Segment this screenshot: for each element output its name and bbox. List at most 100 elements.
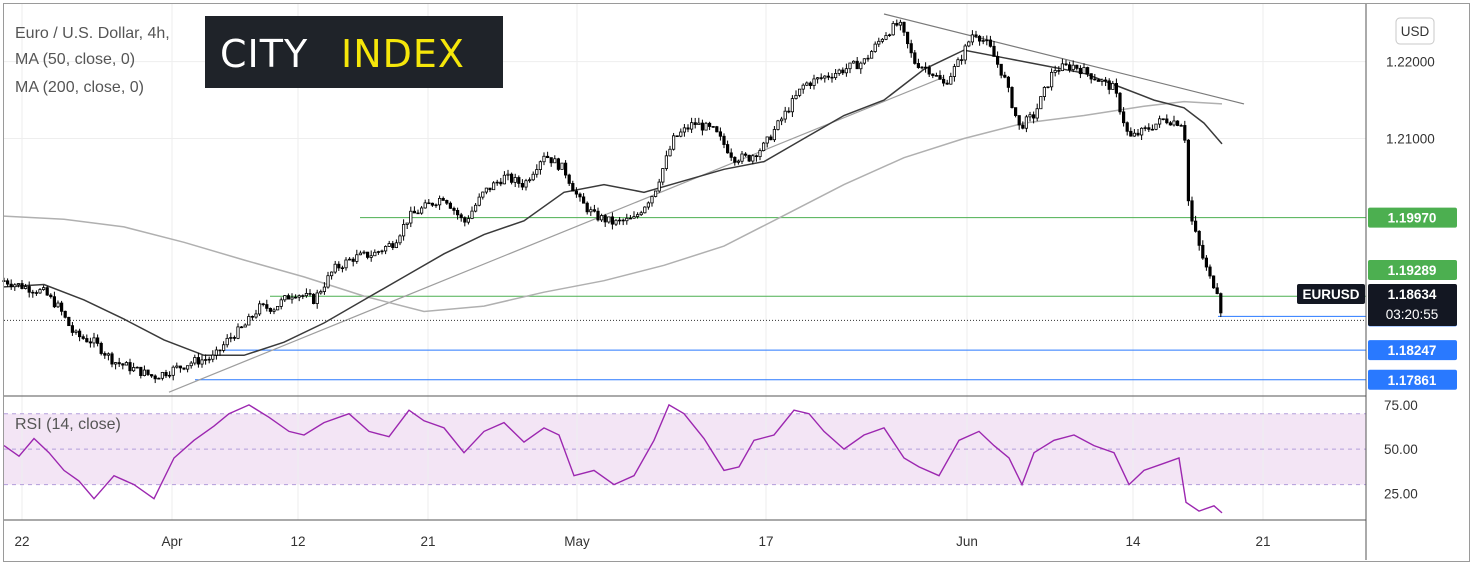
candle-body bbox=[326, 275, 330, 288]
candle-body bbox=[92, 337, 96, 344]
candle bbox=[412, 206, 417, 214]
candle-body bbox=[711, 126, 715, 128]
candle bbox=[153, 374, 157, 384]
candle bbox=[182, 367, 186, 371]
candle bbox=[1064, 59, 1068, 66]
candle bbox=[394, 239, 399, 249]
candle-body bbox=[909, 43, 913, 54]
candle bbox=[852, 60, 856, 64]
candle-body bbox=[618, 219, 622, 222]
candle bbox=[654, 190, 658, 198]
candle-body bbox=[776, 120, 780, 130]
ma200-line bbox=[3, 100, 1223, 313]
candle-body bbox=[412, 210, 417, 214]
candle bbox=[484, 187, 489, 195]
currency-button-label[interactable]: USD bbox=[1401, 24, 1430, 39]
candle-body bbox=[1219, 293, 1223, 314]
candle-body bbox=[355, 254, 359, 262]
candle-body bbox=[880, 38, 885, 42]
candle bbox=[805, 81, 809, 87]
currency-button-frame[interactable] bbox=[1395, 17, 1435, 45]
candle bbox=[1172, 115, 1176, 127]
candle-body bbox=[632, 216, 636, 219]
candle bbox=[632, 211, 636, 219]
candle bbox=[1140, 127, 1144, 140]
candle bbox=[776, 119, 780, 131]
candle bbox=[531, 171, 535, 182]
candle-body bbox=[466, 218, 471, 223]
candle bbox=[459, 212, 463, 222]
candle bbox=[279, 297, 283, 310]
candle-body bbox=[902, 21, 906, 33]
candle bbox=[1114, 78, 1118, 98]
candle-body bbox=[315, 292, 319, 304]
candle bbox=[380, 249, 384, 255]
candle bbox=[884, 32, 888, 41]
candle bbox=[920, 66, 924, 70]
candle-body bbox=[1075, 64, 1079, 69]
candle-body bbox=[167, 374, 172, 377]
candle-body bbox=[610, 216, 615, 225]
candle bbox=[560, 162, 564, 170]
candle bbox=[801, 83, 805, 94]
candle-body bbox=[96, 337, 100, 344]
candle-body bbox=[970, 34, 975, 43]
candle bbox=[1010, 86, 1014, 109]
candle bbox=[1035, 103, 1039, 122]
candle bbox=[20, 279, 24, 290]
ma200-legend: MA (200, close, 0) bbox=[15, 79, 144, 96]
candle-body bbox=[135, 366, 139, 369]
candle bbox=[88, 337, 92, 348]
candle bbox=[135, 366, 139, 369]
candle bbox=[283, 295, 287, 303]
candle bbox=[1154, 123, 1158, 131]
candle-body bbox=[16, 283, 21, 286]
candle-body bbox=[445, 200, 449, 204]
candle-body bbox=[142, 369, 146, 376]
candle bbox=[690, 117, 694, 133]
candle-body bbox=[509, 173, 514, 183]
currency-button[interactable]: USD bbox=[1395, 17, 1435, 45]
candle-body bbox=[13, 284, 17, 288]
candle bbox=[103, 351, 107, 359]
candle bbox=[34, 290, 39, 296]
candle-body bbox=[34, 292, 39, 294]
candle bbox=[1014, 107, 1018, 118]
candle bbox=[1212, 275, 1216, 289]
candle bbox=[661, 168, 665, 186]
trendline bbox=[168, 76, 945, 393]
candle-body bbox=[693, 122, 697, 125]
candle bbox=[275, 306, 280, 311]
candle-body bbox=[956, 59, 960, 67]
candle-body bbox=[682, 127, 687, 133]
candle-body bbox=[625, 217, 629, 222]
candle bbox=[67, 316, 71, 327]
candle-body bbox=[506, 173, 510, 176]
candle-body bbox=[229, 337, 233, 339]
candle-body bbox=[614, 219, 618, 225]
candle-body bbox=[1093, 78, 1097, 81]
candle bbox=[128, 358, 132, 375]
candle bbox=[592, 204, 597, 213]
candle-body bbox=[585, 202, 589, 213]
candle-body bbox=[455, 210, 460, 216]
candle bbox=[682, 124, 687, 137]
candle-body bbox=[722, 135, 726, 145]
candle-body bbox=[837, 69, 841, 74]
candle-body bbox=[596, 210, 600, 221]
candle bbox=[931, 73, 935, 79]
candle bbox=[970, 30, 975, 46]
candle bbox=[329, 271, 334, 280]
candle bbox=[585, 201, 589, 215]
price-level-tag: 1.19289 bbox=[1388, 263, 1437, 278]
candle-body bbox=[1064, 63, 1068, 66]
candle bbox=[729, 148, 733, 161]
candle bbox=[214, 346, 218, 360]
candle-body bbox=[117, 362, 121, 365]
candle-body bbox=[1161, 118, 1165, 121]
candle-body bbox=[221, 344, 226, 351]
candle bbox=[405, 222, 409, 229]
y-axis-labels: 1.22000 1.21000 bbox=[1386, 55, 1435, 147]
price-tag-value: 1.18634 bbox=[1388, 287, 1437, 302]
candle-body bbox=[333, 263, 337, 273]
